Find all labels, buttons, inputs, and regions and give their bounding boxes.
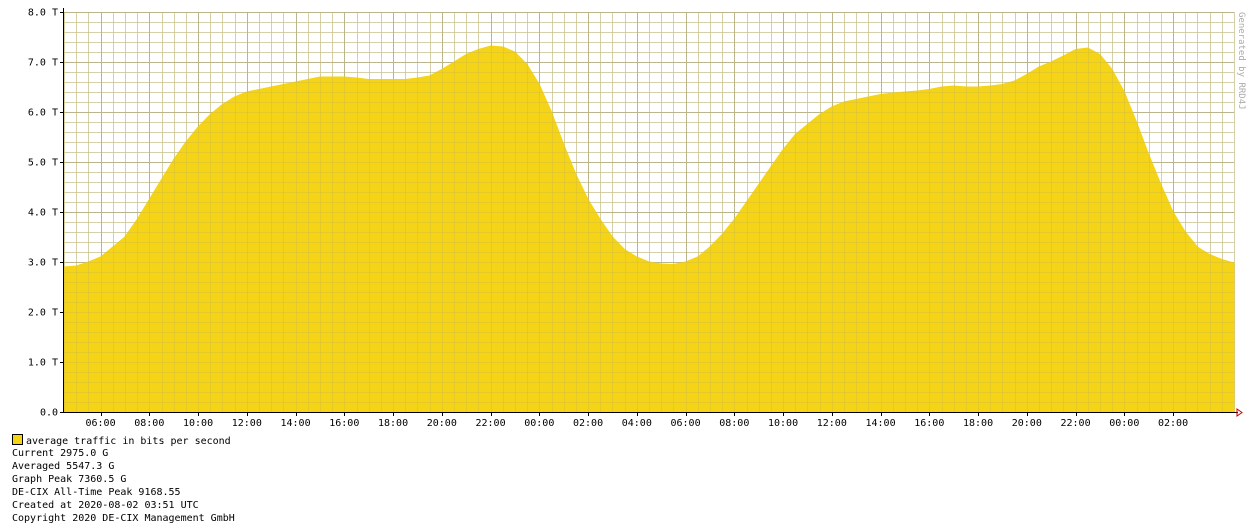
legend: average traffic in bits per second Curre… xyxy=(12,434,235,525)
x-tick-label: 06:00 xyxy=(86,418,116,429)
legend-entry: average traffic in bits per second xyxy=(12,434,235,447)
x-tick-label: 16:00 xyxy=(329,418,359,429)
x-tick-label: 08:00 xyxy=(134,418,164,429)
y-tick-label: 0.0 xyxy=(40,408,58,419)
y-tick-label: 1.0 T xyxy=(28,358,58,369)
x-tick-label: 18:00 xyxy=(378,418,408,429)
y-tick-label: 8.0 T xyxy=(28,8,58,19)
y-tick-label: 4.0 T xyxy=(28,208,58,219)
x-tick-label: 02:00 xyxy=(573,418,603,429)
x-tick-label: 20:00 xyxy=(427,418,457,429)
x-tick-label: 14:00 xyxy=(281,418,311,429)
x-tick-label: 20:00 xyxy=(1012,418,1042,429)
generated-by-label: Generated by RRD4J xyxy=(1236,12,1246,110)
y-tick-label: 2.0 T xyxy=(28,308,58,319)
x-tick-label: 14:00 xyxy=(866,418,896,429)
x-tick-label: 02:00 xyxy=(1158,418,1188,429)
y-tick-label: 6.0 T xyxy=(28,108,58,119)
stat-copyright: Copyright 2020 DE-CIX Management GmbH xyxy=(12,513,235,524)
traffic-chart: 0.0 1.0 T 2.0 T 3.0 T 4.0 T 5.0 T 6.0 T 7.0 T 8.… xyxy=(28,8,1246,430)
legend-entry-label: average traffic in bits per second xyxy=(26,436,231,447)
y-tick-label: 7.0 T xyxy=(28,58,58,69)
y-tick-label: 5.0 T xyxy=(28,158,58,169)
stat-averaged: Averaged 5547.3 G xyxy=(12,461,115,472)
stat-alltime-peak: DE-CIX All-Time Peak 9168.55 xyxy=(12,487,181,498)
legend-swatch xyxy=(12,434,23,445)
series-area xyxy=(63,45,1235,413)
x-tick-label: 22:00 xyxy=(476,418,506,429)
x-tick-label: 12:00 xyxy=(232,418,262,429)
y-tick-label: 3.0 T xyxy=(28,258,58,269)
x-tick-label: 18:00 xyxy=(963,418,993,429)
x-axis-arrow xyxy=(1236,408,1243,417)
y-tick-labels: 0.0 1.0 T 2.0 T 3.0 T 4.0 T 5.0 T 6.0 T 7.0 T 8.… xyxy=(28,8,58,419)
x-tick-label: 00:00 xyxy=(1109,418,1139,429)
stat-current: Current 2975.0 G xyxy=(12,448,109,459)
grid-overlay xyxy=(64,12,1235,413)
stat-graph-peak: Graph Peak 7360.5 G xyxy=(12,474,127,485)
axes xyxy=(60,8,1243,417)
x-tick-label: 00:00 xyxy=(524,418,554,429)
x-tick-labels: 06:00 08:00 10:00 12:00 14:00 16:00 18:00 20:00… xyxy=(86,418,1189,429)
x-tick-label: 08:00 xyxy=(719,418,749,429)
x-tick-label: 04:00 xyxy=(622,418,652,429)
traffic-area xyxy=(63,45,1235,413)
x-tick-label: 22:00 xyxy=(1061,418,1091,429)
x-tick-label: 10:00 xyxy=(183,418,213,429)
x-tick-label: 16:00 xyxy=(914,418,944,429)
x-tick-label: 10:00 xyxy=(768,418,798,429)
stat-created: Created at 2020-08-02 03:51 UTC xyxy=(12,500,199,511)
x-tick-label: 06:00 xyxy=(671,418,701,429)
x-tick-label: 12:00 xyxy=(817,418,847,429)
